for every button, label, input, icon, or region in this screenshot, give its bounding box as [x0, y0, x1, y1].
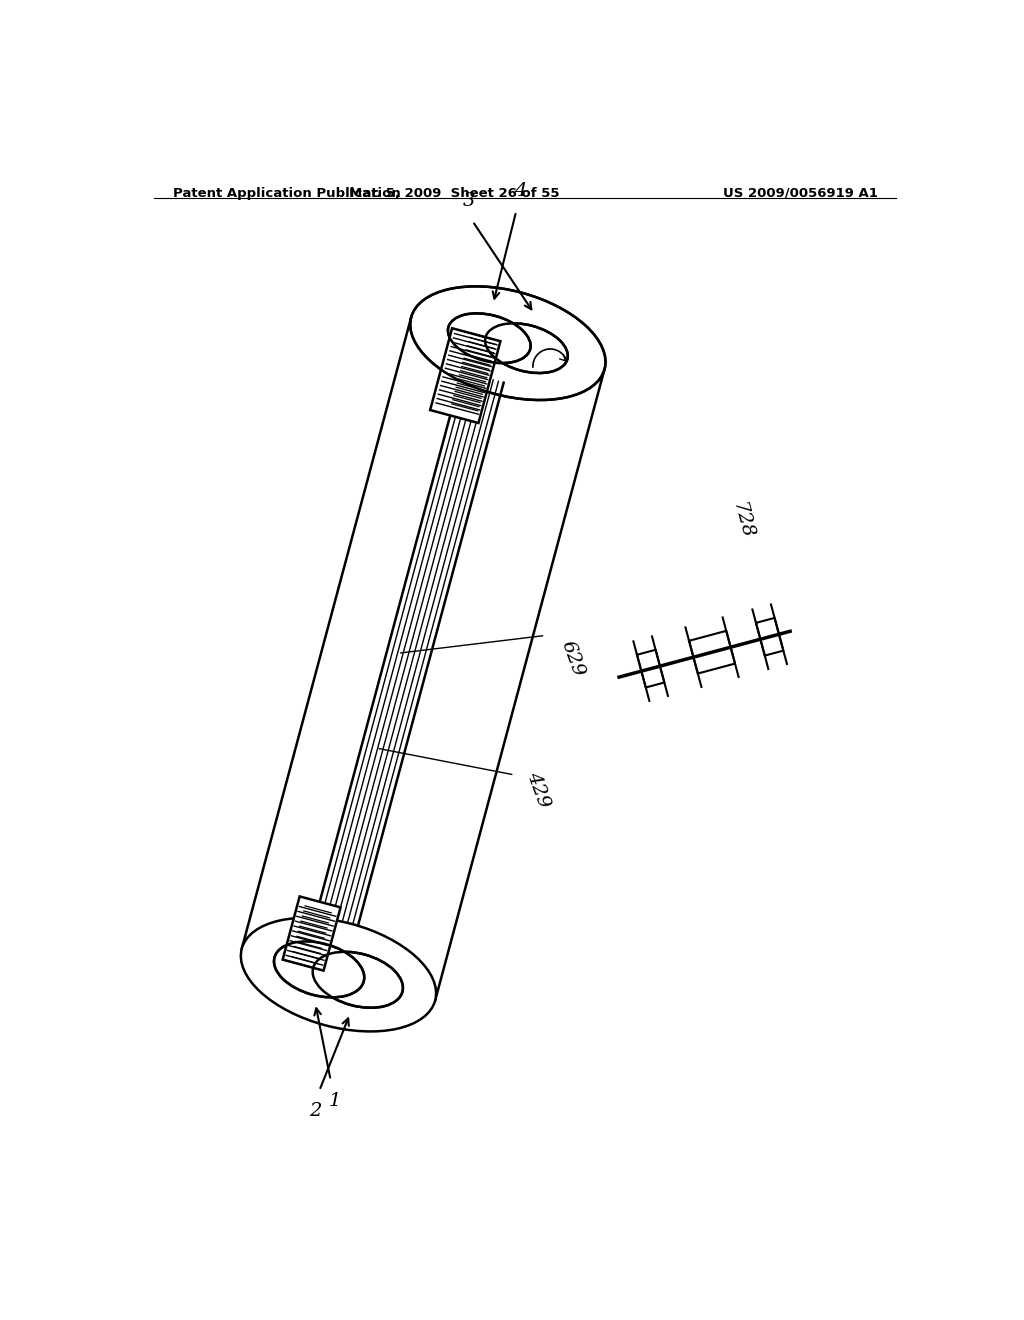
Text: 629: 629 [558, 639, 588, 680]
Text: 429: 429 [523, 770, 553, 810]
Text: 2: 2 [309, 1102, 322, 1121]
Ellipse shape [241, 917, 436, 1031]
Ellipse shape [447, 313, 530, 363]
Text: US 2009/0056919 A1: US 2009/0056919 A1 [723, 187, 878, 199]
Polygon shape [283, 896, 341, 970]
Text: 4: 4 [514, 182, 526, 199]
Text: Patent Application Publication: Patent Application Publication [173, 187, 400, 199]
Ellipse shape [312, 952, 402, 1007]
Polygon shape [430, 329, 501, 422]
Ellipse shape [485, 323, 567, 374]
Text: 1: 1 [329, 1092, 341, 1110]
Ellipse shape [274, 941, 365, 998]
Text: 3: 3 [463, 191, 475, 210]
Text: Mar. 5, 2009  Sheet 26 of 55: Mar. 5, 2009 Sheet 26 of 55 [349, 187, 559, 199]
Text: 728: 728 [729, 500, 756, 541]
